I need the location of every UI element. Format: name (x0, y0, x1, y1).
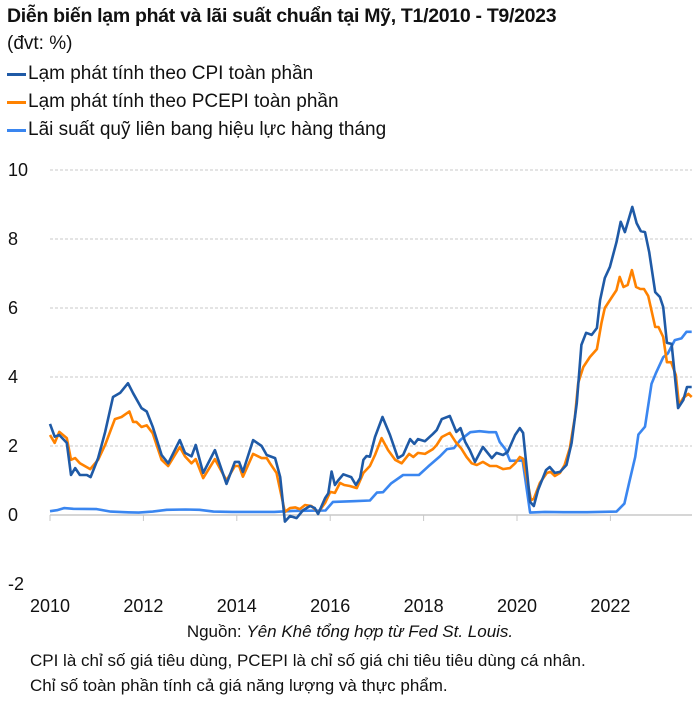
chart-unit: (đvt: %) (7, 33, 73, 54)
y-tick-label: 6 (8, 298, 18, 318)
source-text: Yên Khê tổng hợp từ Fed St. Louis. (246, 622, 514, 641)
y-tick-label: 0 (8, 505, 18, 525)
legend-label-cpi: Lạm phát tính theo CPI toàn phần (28, 63, 314, 84)
series-line-fed-funds (49, 330, 692, 514)
legend-swatch-pcepi (7, 100, 26, 104)
legend-swatch-cpi (7, 72, 26, 76)
chart-title: Diễn biến lạm phát và lãi suất chuẩn tại… (7, 5, 557, 27)
x-tick-label: 2018 (404, 596, 444, 616)
footnote: CPI là chỉ số giá tiêu dùng, PCEPI là ch… (30, 648, 586, 698)
footnote-line-2: Chỉ số toàn phần tính cả giá năng lượng … (30, 676, 448, 695)
x-tick-label: 2016 (310, 596, 350, 616)
x-tick-label: 2010 (30, 596, 70, 616)
legend: Lạm phát tính theo CPI toàn phần Lạm phá… (7, 60, 386, 144)
y-tick-label: 2 (8, 436, 18, 456)
x-tick-label: 2012 (123, 596, 163, 616)
legend-item-pcepi: Lạm phát tính theo PCEPI toàn phần (7, 88, 386, 116)
legend-label-pcepi: Lạm phát tính theo PCEPI toàn phần (28, 91, 339, 112)
legend-label-fed-funds: Lãi suất quỹ liên bang hiệu lực hàng thá… (28, 119, 387, 140)
y-tick-label: 4 (8, 367, 18, 387)
footnote-line-1: CPI là chỉ số giá tiêu dùng, PCEPI là ch… (30, 651, 586, 670)
legend-swatch-fed-funds (7, 128, 26, 132)
source-note: Nguồn: Yên Khê tổng hợp từ Fed St. Louis… (0, 622, 700, 642)
legend-item-cpi: Lạm phát tính theo CPI toàn phần (7, 60, 386, 88)
y-tick-label: -2 (8, 574, 24, 594)
x-tick-label: 2020 (497, 596, 537, 616)
series-line-cpi (48, 205, 692, 523)
legend-item-fed-funds: Lãi suất quỹ liên bang hiệu lực hàng thá… (7, 116, 386, 144)
x-tick-label: 2022 (590, 596, 630, 616)
series-line-pcepi (48, 268, 693, 514)
x-tick-label: 2014 (217, 596, 257, 616)
y-tick-label: 10 (8, 160, 28, 180)
y-tick-label: 8 (8, 229, 18, 249)
source-prefix: Nguồn: (186, 622, 247, 641)
